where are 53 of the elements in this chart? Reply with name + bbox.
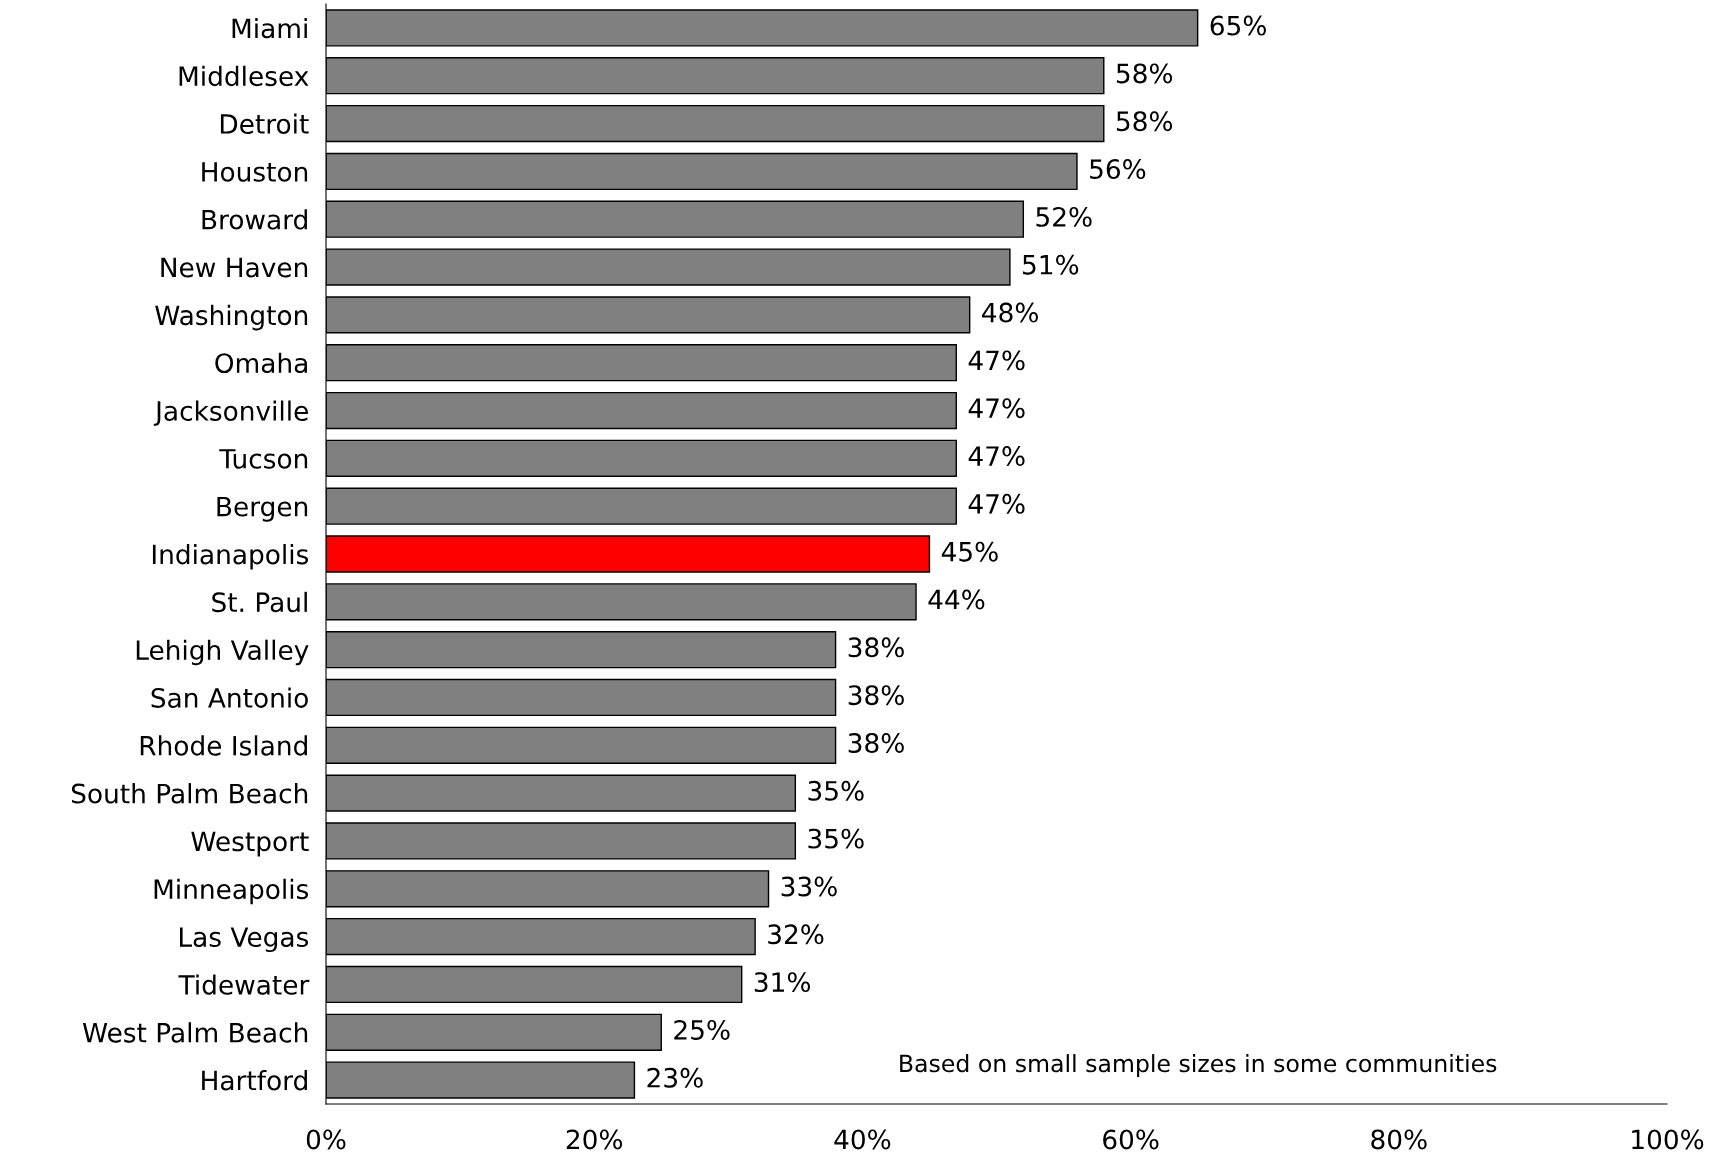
data-label: 33%: [781, 876, 837, 897]
x-tick-label: 80%: [1371, 1129, 1427, 1150]
y-tick-label: Houston: [202, 162, 308, 182]
y-tick-label: Minneapolis: [154, 878, 309, 905]
annotation: Based on small sample sizes in some communities: [900, 1054, 1497, 1077]
x-tick-label: 40%: [834, 1129, 891, 1150]
data-label: 52%: [1036, 206, 1092, 227]
y-tick-label: New Haven: [161, 257, 308, 278]
y-tick-label: Westport: [191, 831, 309, 857]
data-label: 47%: [968, 446, 1025, 466]
y-tick-label: San Antonio: [151, 687, 308, 708]
data-label: 35%: [808, 828, 864, 849]
data-label: 47%: [968, 350, 1025, 371]
y-tick-label: Omaha: [215, 352, 307, 374]
y-tick-label: Las Vegas: [180, 927, 309, 953]
data-label: 45%: [941, 541, 998, 562]
y-tick-label: St. Paul: [212, 591, 307, 613]
y-tick-label: Hartford: [202, 1070, 307, 1091]
data-label: 38%: [848, 637, 904, 658]
data-label: 23%: [647, 1067, 703, 1088]
y-tick-label: Middlesex: [179, 65, 309, 87]
data-label: 48%: [982, 302, 1038, 323]
data-label: 38%: [848, 685, 904, 706]
y-tick-label: Lehigh Valley: [136, 639, 309, 666]
data-label: 56%: [1090, 159, 1146, 180]
y-tick-label: West Palm Beach: [82, 1022, 308, 1043]
data-label: 35%: [808, 780, 864, 801]
data-label: 65%: [1210, 15, 1266, 36]
y-tick-label: Tucson: [219, 449, 308, 469]
data-label: 25%: [674, 1019, 730, 1040]
y-tick-label: Tidewater: [178, 974, 310, 995]
y-tick-label: South Palm Beach: [71, 783, 308, 804]
data-label: 47%: [968, 493, 1025, 514]
data-label: 47%: [968, 398, 1025, 419]
x-tick-label: 20%: [566, 1129, 623, 1150]
y-tick-label: Broward: [202, 209, 307, 230]
x-tick-label: 0%: [306, 1129, 346, 1150]
y-tick-label: Detroit: [220, 113, 309, 134]
y-tick-label: Jacksonville: [153, 400, 308, 426]
x-tick-label: 100%: [1632, 1129, 1704, 1150]
y-tick-label: Washington: [155, 304, 308, 331]
data-label: 58%: [1116, 111, 1173, 132]
data-label: 44%: [928, 589, 985, 610]
y-tick-label: Bergen: [217, 496, 308, 522]
y-tick-label: Rhode Island: [140, 735, 307, 756]
data-label: 38%: [848, 733, 904, 753]
data-label: 51%: [1023, 254, 1079, 275]
data-label: 32%: [768, 924, 824, 945]
data-label: 31%: [754, 972, 811, 993]
y-tick-label: Indianapolis: [152, 543, 309, 570]
data-label: 58%: [1116, 63, 1173, 84]
y-tick-label: Miami: [232, 17, 307, 39]
x-tick-label: 60%: [1103, 1129, 1159, 1150]
